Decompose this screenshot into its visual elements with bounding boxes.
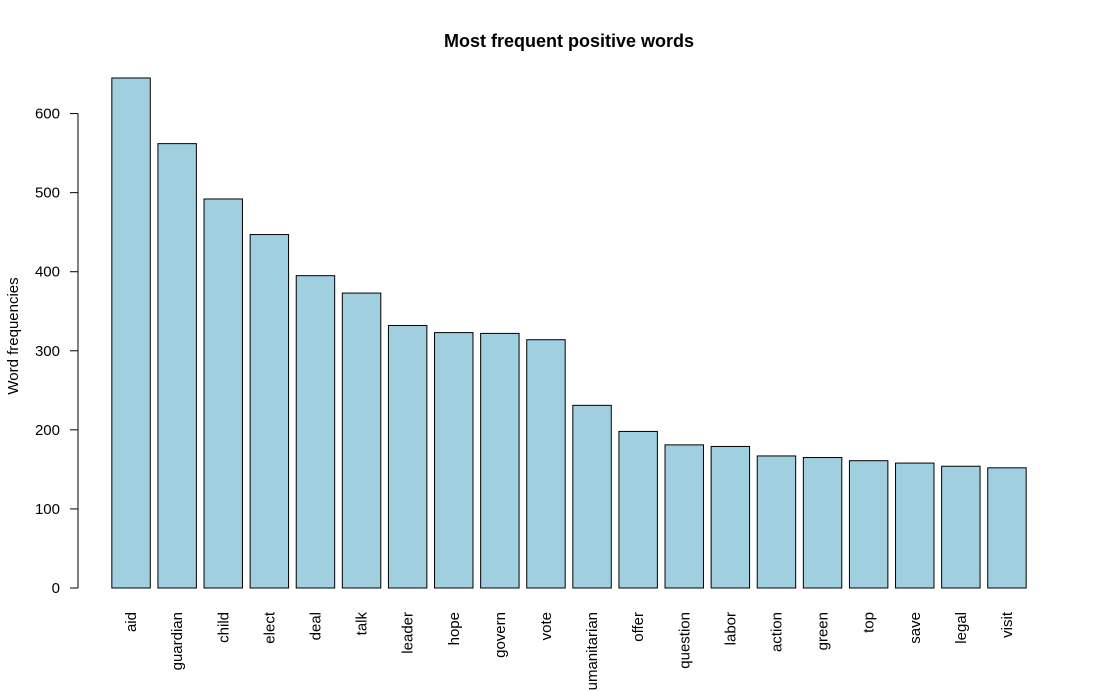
x-tick-label: legal bbox=[953, 612, 970, 644]
x-tick-label: govern bbox=[492, 612, 509, 658]
x-tick-labels: aid guardian child elect deal talk leader hope g… bbox=[123, 611, 1016, 691]
y-axis: 0 100 200 300 400 500 600 bbox=[35, 106, 79, 597]
x-tick-label: humanitarian bbox=[584, 612, 601, 691]
bar-leader bbox=[387, 324, 428, 589]
bar-deal bbox=[295, 275, 336, 589]
bar-save bbox=[895, 462, 935, 589]
bar-offer bbox=[618, 430, 658, 589]
bar-green bbox=[802, 457, 843, 589]
bar-elect bbox=[249, 234, 290, 589]
bar-govern bbox=[480, 332, 520, 589]
x-tick-label: visit bbox=[999, 611, 1016, 638]
x-tick-label: elect bbox=[261, 611, 278, 644]
x-tick-label: offer bbox=[630, 612, 647, 642]
x-tick-label: child bbox=[215, 612, 232, 643]
y-tick-label: 400 bbox=[35, 264, 60, 281]
bar-child bbox=[203, 198, 243, 589]
bar-humanitarian bbox=[572, 404, 612, 589]
x-tick-label: deal bbox=[307, 612, 324, 640]
x-tick-label: aid bbox=[123, 612, 140, 632]
bar-visit bbox=[987, 467, 1027, 589]
y-tick-label: 600 bbox=[35, 106, 60, 123]
bar-hope bbox=[434, 332, 474, 589]
x-tick-label: talk bbox=[354, 612, 371, 636]
chart-title: Most frequent positive words bbox=[444, 31, 694, 51]
x-tick-label: top bbox=[861, 612, 878, 633]
x-tick-label: labor bbox=[722, 612, 739, 645]
bar-aid bbox=[111, 77, 151, 589]
x-tick-label: vote bbox=[538, 612, 555, 640]
bar-top bbox=[848, 460, 889, 589]
bars-group bbox=[111, 77, 1027, 589]
y-tick-label: 500 bbox=[35, 185, 60, 202]
y-tick-label: 200 bbox=[35, 422, 60, 439]
x-tick-label: question bbox=[676, 612, 693, 669]
y-axis-label: Word frequencies bbox=[5, 277, 22, 394]
bar-vote bbox=[526, 339, 566, 589]
x-tick-label: action bbox=[768, 612, 785, 652]
bar-question bbox=[664, 444, 704, 589]
bar-legal bbox=[941, 465, 981, 589]
y-tick-label: 100 bbox=[35, 501, 60, 518]
bar-guardian bbox=[157, 143, 197, 589]
x-tick-label: guardian bbox=[169, 612, 186, 670]
bar-talk bbox=[341, 292, 382, 589]
y-tick-label: 0 bbox=[52, 580, 60, 597]
y-tick-label: 300 bbox=[35, 343, 60, 360]
bar-labor bbox=[710, 445, 751, 589]
bar-action bbox=[756, 455, 797, 589]
x-tick-label: save bbox=[907, 612, 924, 644]
x-tick-label: leader bbox=[400, 612, 417, 654]
x-tick-label: green bbox=[815, 612, 832, 650]
x-tick-label: hope bbox=[446, 612, 463, 645]
